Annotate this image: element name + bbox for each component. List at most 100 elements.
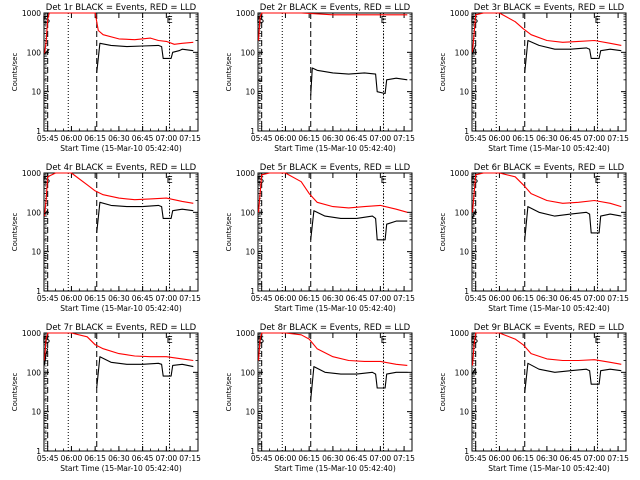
x-axis-label: Start Time (15-Mar-10 05:42:40): [274, 144, 396, 153]
x-tick-label: 06:15: [84, 454, 106, 463]
y-tick-label: 1: [36, 287, 41, 296]
y-tick-label: 100: [455, 208, 470, 217]
lld-series-line: [471, 12, 622, 53]
marker-label: E: [470, 15, 476, 26]
x-tick-label: 05:45: [465, 134, 487, 143]
y-tick-label: 1: [36, 447, 41, 456]
x-tick-label: 06:45: [560, 294, 582, 303]
chart-title: Det 3r BLACK = Events, RED = LLD: [474, 3, 625, 13]
lld-series-line: [43, 332, 194, 362]
x-tick-label: 06:00: [489, 134, 511, 143]
y-tick-label: 100: [455, 368, 470, 377]
chart-panel-2: Det 2r BLACK = Events, RED = LLD 1 10 100 10…: [225, 3, 415, 153]
chart-title: Det 1r BLACK = Events, RED = LLD: [46, 3, 197, 13]
y-tick-label: 1: [464, 127, 469, 136]
y-tick-label: 1: [250, 127, 255, 136]
x-tick-label: 07:00: [584, 294, 606, 303]
y-axis-label: Counts/sec: [439, 213, 447, 252]
y-axis-label: Counts/sec: [225, 213, 233, 252]
x-tick-label: 07:15: [179, 294, 201, 303]
plot-frame: [43, 172, 199, 292]
marker-label: E: [470, 175, 476, 186]
chart-panel-8: Det 8r BLACK = Events, RED = LLD 1 10 100 10…: [225, 323, 415, 473]
y-tick-label: 100: [27, 368, 42, 377]
chart-panel-3: Det 3r BLACK = Events, RED = LLD 1 10 100 10…: [439, 3, 629, 153]
marker-label: E: [256, 175, 262, 186]
x-tick-label: 06:15: [84, 134, 106, 143]
x-tick-label: 07:00: [370, 454, 392, 463]
events-series-line: [258, 67, 408, 96]
x-tick-label: 07:15: [393, 454, 415, 463]
lld-series-line: [43, 12, 194, 55]
x-axis-label: Start Time (15-Mar-10 05:42:40): [60, 464, 182, 473]
lld-series-line: [471, 332, 622, 366]
x-axis-label: Start Time (15-Mar-10 05:42:40): [60, 304, 182, 313]
x-tick-label: 05:45: [37, 454, 59, 463]
x-tick-label: 06:00: [489, 294, 511, 303]
x-tick-label: 06:00: [275, 134, 297, 143]
x-tick-label: 05:45: [251, 454, 273, 463]
y-tick-label: 1: [250, 287, 255, 296]
x-tick-label: 07:00: [584, 454, 606, 463]
y-tick-label: 10: [459, 248, 469, 257]
x-tick-label: 06:30: [322, 134, 344, 143]
marker-label: S: [44, 335, 50, 346]
chart-panel-9: Det 9r BLACK = Events, RED = LLD 1 10 100 10…: [439, 323, 629, 473]
x-tick-label: 07:15: [607, 134, 629, 143]
chart-panel-6: Det 6r BLACK = Events, RED = LLD 1 10 100 10…: [439, 163, 629, 313]
marker-label: S: [258, 15, 264, 26]
marker-label: E: [381, 15, 387, 26]
x-tick-label: 06:45: [346, 454, 368, 463]
y-tick-label: 100: [27, 208, 42, 217]
chart-panel-1: Det 1r BLACK = Events, RED = LLD 1 10 100 10…: [11, 3, 201, 153]
y-tick-label: 10: [31, 248, 41, 257]
x-tick-label: 06:30: [322, 294, 344, 303]
x-tick-label: 06:30: [536, 454, 558, 463]
x-tick-label: 06:15: [84, 294, 106, 303]
y-tick-label: 10: [245, 248, 255, 257]
x-tick-label: 07:00: [156, 134, 178, 143]
chart-panel-5: Det 5r BLACK = Events, RED = LLD 1 10 100 10…: [225, 163, 415, 313]
events-series-line: [43, 348, 194, 389]
events-series-line: [44, 42, 194, 73]
y-tick-label: 100: [455, 48, 470, 57]
y-tick-label: 1000: [236, 329, 255, 338]
x-tick-label: 06:30: [322, 454, 344, 463]
y-axis-label: Counts/sec: [11, 53, 19, 92]
y-tick-label: 1000: [236, 169, 255, 178]
marker-label: E: [167, 335, 173, 346]
x-tick-label: 06:45: [346, 294, 368, 303]
events-series-line: [472, 362, 622, 393]
x-tick-label: 06:00: [275, 454, 297, 463]
y-axis-label: Counts/sec: [439, 373, 447, 412]
y-axis-label: Counts/sec: [11, 213, 19, 252]
y-tick-label: 1000: [450, 329, 469, 338]
x-tick-label: 06:15: [298, 294, 320, 303]
marker-label: E: [595, 15, 601, 26]
y-tick-label: 1: [464, 287, 469, 296]
y-tick-label: 10: [245, 88, 255, 97]
lld-series-line: [257, 12, 408, 41]
x-tick-label: 06:15: [298, 454, 320, 463]
events-series-line: [471, 39, 622, 73]
x-tick-label: 06:30: [108, 294, 130, 303]
x-tick-label: 06:15: [298, 134, 320, 143]
x-tick-label: 07:15: [607, 454, 629, 463]
y-axis-label: Counts/sec: [225, 373, 233, 412]
x-tick-label: 07:15: [393, 294, 415, 303]
marker-label: E: [42, 175, 48, 186]
y-tick-label: 10: [31, 88, 41, 97]
x-tick-label: 06:15: [512, 454, 534, 463]
x-tick-label: 06:00: [275, 294, 297, 303]
chart-title: Det 4r BLACK = Events, RED = LLD: [46, 163, 197, 173]
chart-title: Det 6r BLACK = Events, RED = LLD: [474, 163, 625, 173]
x-tick-label: 06:45: [346, 134, 368, 143]
marker-label: E: [595, 175, 601, 186]
x-tick-label: 07:00: [584, 134, 606, 143]
x-axis-label: Start Time (15-Mar-10 05:42:40): [60, 144, 182, 153]
x-tick-label: 05:45: [465, 454, 487, 463]
y-tick-label: 1000: [450, 169, 469, 178]
y-tick-label: 10: [31, 408, 41, 417]
chart-title: Det 2r BLACK = Events, RED = LLD: [260, 3, 411, 13]
